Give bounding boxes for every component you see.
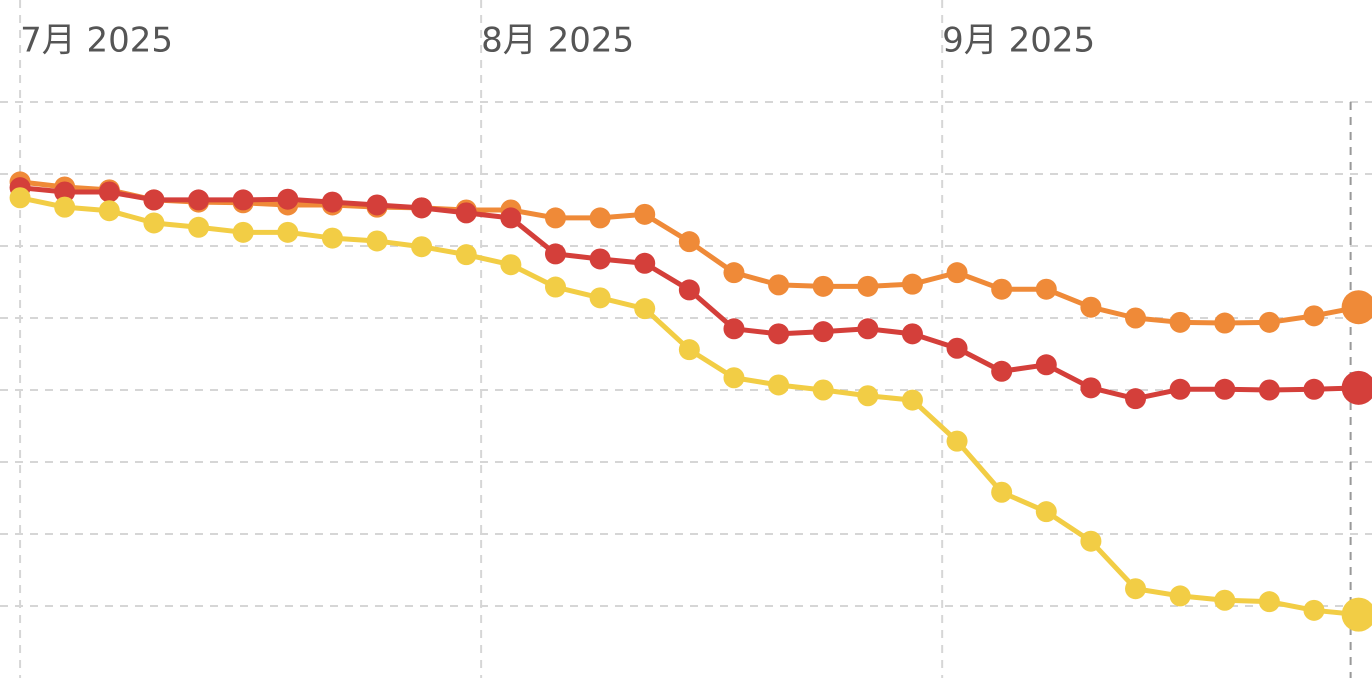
data-point (1341, 597, 1372, 632)
data-point (634, 203, 656, 225)
data-point (1125, 388, 1147, 410)
data-point (1125, 578, 1147, 600)
x-tick-label: 9月 2025 (942, 21, 1095, 61)
data-point (321, 191, 343, 213)
data-point (411, 236, 433, 258)
data-point (589, 248, 611, 270)
data-point (1169, 378, 1191, 400)
data-point (366, 194, 388, 216)
data-point (544, 276, 566, 298)
data-point (1258, 591, 1280, 613)
data-point (589, 287, 611, 309)
data-point (455, 244, 477, 266)
data-point (589, 207, 611, 229)
data-point (812, 379, 834, 401)
series (9, 187, 1372, 632)
data-point (857, 318, 879, 340)
data-point (9, 187, 31, 209)
data-point (277, 188, 299, 210)
data-point (1035, 354, 1057, 376)
data-point (634, 298, 656, 320)
data-point (1214, 378, 1236, 400)
data-point (678, 339, 700, 361)
data-point (1080, 296, 1102, 318)
data-point (1169, 311, 1191, 333)
data-point (500, 254, 522, 276)
x-tick-label: 7月 2025 (20, 21, 173, 61)
data-point (723, 262, 745, 284)
data-point (1258, 311, 1280, 333)
data-point (768, 374, 790, 396)
data-point (1214, 589, 1236, 611)
data-point (946, 262, 968, 284)
data-point (54, 181, 76, 203)
x-tick-label: 8月 2025 (481, 21, 634, 61)
data-point (812, 275, 834, 297)
data-point (544, 243, 566, 265)
data-point (1214, 312, 1236, 334)
data-point (277, 221, 299, 243)
data-point (1035, 501, 1057, 523)
data-point (723, 318, 745, 340)
data-point (768, 274, 790, 296)
data-point (366, 230, 388, 252)
data-point (1125, 307, 1147, 329)
data-point (232, 221, 254, 243)
data-point (54, 196, 76, 218)
data-point (188, 216, 210, 238)
data-point (1303, 305, 1325, 327)
data-point (857, 385, 879, 407)
data-point (634, 252, 656, 274)
data-point (1080, 377, 1102, 399)
data-point (946, 337, 968, 359)
data-point (500, 207, 522, 229)
data-point (946, 430, 968, 452)
data-point (98, 181, 120, 203)
data-point (812, 321, 834, 343)
data-point (232, 189, 254, 211)
data-point (143, 189, 165, 211)
data-point (1258, 379, 1280, 401)
data-point (1080, 530, 1102, 552)
data-point (1303, 378, 1325, 400)
data-point (1169, 585, 1191, 607)
data-point (678, 279, 700, 301)
data-point (768, 323, 790, 345)
data-point (991, 360, 1013, 382)
data-point (901, 323, 923, 345)
series-line (19, 195, 1359, 618)
series-line (19, 179, 1360, 326)
data-point (901, 273, 923, 295)
data-point (143, 212, 165, 234)
data-point (1035, 278, 1057, 300)
series (9, 171, 1372, 334)
data-point (901, 389, 923, 411)
data-point (455, 202, 477, 224)
data-point (411, 197, 433, 219)
data-point (544, 207, 566, 229)
series (9, 177, 1372, 410)
data-point (991, 481, 1013, 503)
data-point (1303, 599, 1325, 621)
data-point (188, 189, 210, 211)
data-point (857, 275, 879, 297)
data-point (1341, 290, 1372, 325)
data-point (678, 231, 700, 253)
data-point (723, 367, 745, 389)
data-point (98, 200, 120, 222)
data-point (991, 278, 1013, 300)
data-point (321, 227, 343, 249)
data-point (1341, 370, 1372, 405)
